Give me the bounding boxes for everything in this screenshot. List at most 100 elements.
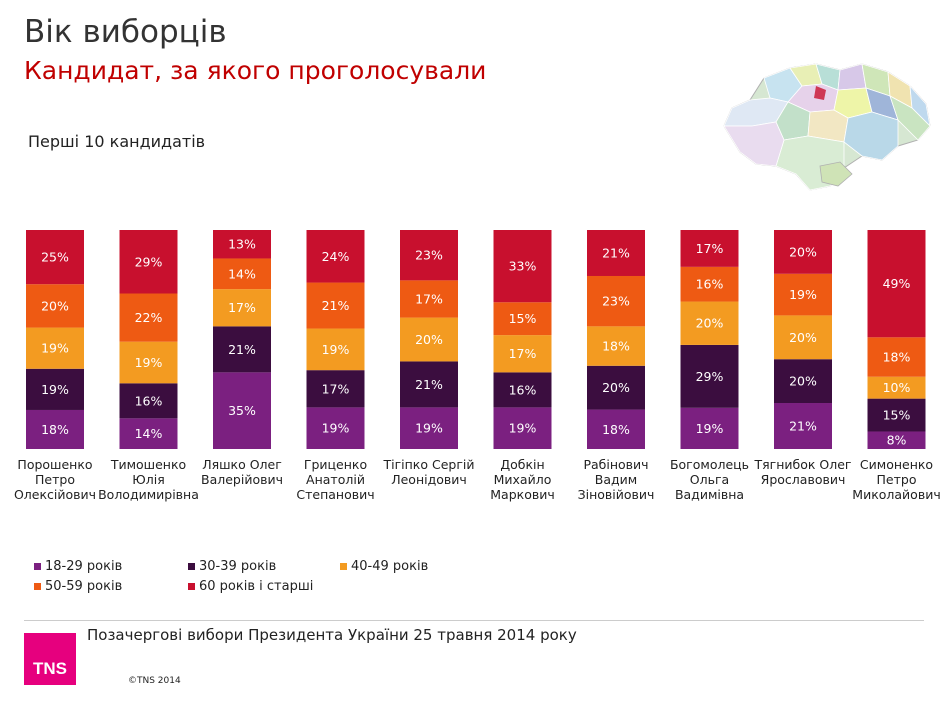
category-label: Зіновійович — [578, 487, 655, 502]
data-label: 21% — [789, 419, 817, 434]
bar-segment — [400, 361, 458, 408]
category-label: Володимирівна — [98, 487, 199, 502]
category-label: Вадим — [595, 472, 637, 487]
bar-segment — [213, 289, 271, 327]
bar-segment — [774, 273, 832, 316]
bar-segment — [680, 301, 739, 345]
category-label: Леонідович — [391, 472, 467, 487]
data-label: 29% — [135, 254, 163, 269]
data-label: 19% — [41, 341, 69, 356]
data-label: 20% — [789, 330, 817, 345]
data-label: 17% — [696, 241, 724, 256]
data-label: 23% — [602, 294, 630, 309]
copyright: ©TNS 2014 — [128, 676, 181, 686]
bar-segment — [774, 403, 832, 449]
data-label: 18% — [602, 339, 630, 354]
data-label: 49% — [883, 276, 911, 291]
category-label: Михайло — [494, 472, 552, 487]
data-label: 14% — [135, 426, 163, 441]
data-label: 8% — [887, 433, 907, 448]
category-label: Богомолець — [670, 457, 749, 472]
data-label: 20% — [415, 332, 443, 347]
legend-swatch-18-29 — [34, 563, 41, 570]
bar-segment — [26, 327, 84, 369]
legend-swatch-50-59 — [34, 583, 41, 590]
category-label: Миколайович — [852, 487, 940, 502]
category-label: Валерійович — [201, 472, 283, 487]
bar-segment — [867, 376, 926, 399]
data-label: 20% — [696, 316, 724, 331]
legend-label-18-29: 18-29 років — [45, 559, 123, 574]
legend-swatch-30-39 — [188, 563, 195, 570]
data-label: 10% — [883, 380, 911, 395]
bar-segment — [774, 359, 832, 404]
bar-segment — [400, 407, 458, 449]
data-label: 22% — [135, 310, 163, 325]
data-label: 17% — [509, 346, 537, 361]
bar-segment — [587, 230, 645, 276]
legend-item-60-plus: 60 років і старші — [188, 579, 313, 594]
data-label: 20% — [789, 244, 817, 259]
legend-swatch-40-49 — [340, 563, 347, 570]
category-label: Ярославович — [761, 472, 846, 487]
legend-item-30-39: 30-39 років — [188, 559, 276, 574]
category-label: Маркович — [490, 487, 554, 502]
legend-label-60-plus: 60 років і старші — [199, 579, 314, 594]
bar-segment — [587, 275, 645, 327]
bar-segment — [680, 344, 739, 408]
bar-segment — [306, 230, 365, 283]
legend-item-50-59: 50-59 років — [34, 579, 122, 594]
bar-segment — [400, 280, 458, 318]
legend-item-18-29: 18-29 років — [34, 559, 122, 574]
data-label: 17% — [415, 291, 443, 306]
bar-segment — [493, 302, 552, 336]
bar-segment — [26, 284, 84, 328]
data-label: 21% — [228, 342, 256, 357]
data-label: 19% — [696, 421, 724, 436]
bar-segment — [26, 409, 84, 449]
bar-segment — [587, 365, 645, 410]
data-label: 19% — [415, 421, 443, 436]
data-label: 25% — [41, 250, 69, 265]
bar-segment — [26, 368, 84, 410]
ukraine-map-icon — [723, 63, 931, 191]
data-label: 29% — [696, 369, 724, 384]
category-label: Олексійович — [14, 487, 96, 502]
category-label: Петро — [877, 472, 917, 487]
category-label: Петро — [35, 472, 75, 487]
legend-item-40-49: 40-49 років — [340, 559, 428, 574]
data-label: 20% — [41, 298, 69, 313]
bar-segment — [400, 317, 458, 362]
bar-segment — [306, 407, 365, 449]
data-label: 15% — [883, 408, 911, 423]
category-label: Добкін — [500, 457, 544, 472]
category-label: Рабінович — [583, 457, 648, 472]
bar-segment — [867, 431, 926, 449]
data-label: 15% — [509, 311, 537, 326]
bar-segment — [306, 370, 365, 408]
bar-segment — [680, 230, 739, 267]
bar-segment — [587, 409, 645, 449]
bar-segment — [587, 326, 645, 366]
bar-segment — [119, 293, 178, 342]
category-label: Тігіпко Сергій — [382, 457, 474, 472]
stacked-bar-chart: 18%19%19%20%25%ПорошенкоПетроОлексійович… — [14, 230, 941, 502]
category-label: Анатолій — [306, 472, 365, 487]
category-label: Симоненко — [860, 457, 933, 472]
footer-divider — [24, 620, 924, 621]
data-label: 20% — [789, 374, 817, 389]
section-label: Перші 10 кандидатів — [28, 132, 206, 151]
data-label: 18% — [883, 350, 911, 365]
data-label: 19% — [322, 342, 350, 357]
bar-segment — [400, 230, 458, 281]
data-label: 19% — [135, 355, 163, 370]
bar-segment — [774, 315, 832, 360]
category-label: Ольга — [690, 472, 729, 487]
bar-segment — [867, 337, 926, 377]
bar-segment — [306, 282, 365, 329]
category-label: Ляшко Олег — [202, 457, 282, 472]
bar-segment — [213, 230, 271, 259]
bar-segment — [493, 407, 552, 449]
tns-logo: TNS — [24, 633, 76, 685]
category-label: Юлія — [132, 472, 164, 487]
